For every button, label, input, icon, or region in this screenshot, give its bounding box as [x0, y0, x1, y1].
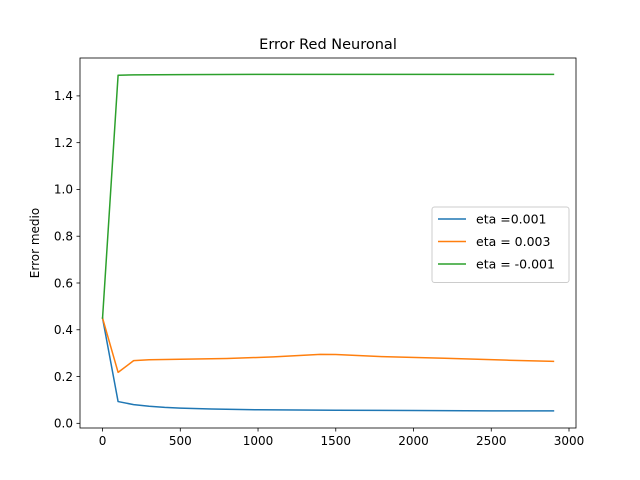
x-tick-label: 2000	[398, 434, 429, 448]
legend-label: eta = 0.003	[476, 234, 550, 249]
x-tick-label: 1500	[321, 434, 352, 448]
legend: eta =0.001 eta = 0.003 eta = -0.001	[431, 206, 570, 283]
y-axis-label: Error medio	[28, 208, 42, 278]
series-line-1	[101, 317, 555, 374]
y-tick-label: 0.2	[54, 370, 73, 384]
x-tick-label: 3000	[554, 434, 585, 448]
y-tick-label: 0.8	[54, 230, 73, 244]
y-tick-label: 1.4	[54, 89, 73, 103]
y-tick-label: 1.0	[54, 183, 73, 197]
x-tick-label: 500	[169, 434, 192, 448]
x-tick-label: 2500	[476, 434, 507, 448]
series-line-0	[101, 317, 555, 412]
x-axis: 0 500 1000 1500 2000 2500 3000	[99, 428, 585, 448]
plot-lines	[101, 73, 555, 412]
legend-label: eta =0.001	[476, 212, 546, 227]
legend-label: eta = -0.001	[476, 257, 555, 272]
y-tick-label: 0.4	[54, 323, 73, 337]
y-tick-label: 1.2	[54, 136, 73, 150]
plot-frame	[79, 57, 577, 429]
y-tick-label: 0.0	[54, 417, 73, 431]
chart-title: Error Red Neuronal	[259, 37, 397, 53]
series-line-2	[101, 73, 555, 319]
x-tick-label: 1000	[243, 434, 274, 448]
y-tick-label: 0.6	[54, 276, 73, 290]
x-tick-label: 0	[99, 434, 107, 448]
y-axis: 0.0 0.2 0.4 0.6 0.8 1.0 1.2 1.4	[54, 89, 80, 431]
legend-box	[431, 206, 570, 283]
